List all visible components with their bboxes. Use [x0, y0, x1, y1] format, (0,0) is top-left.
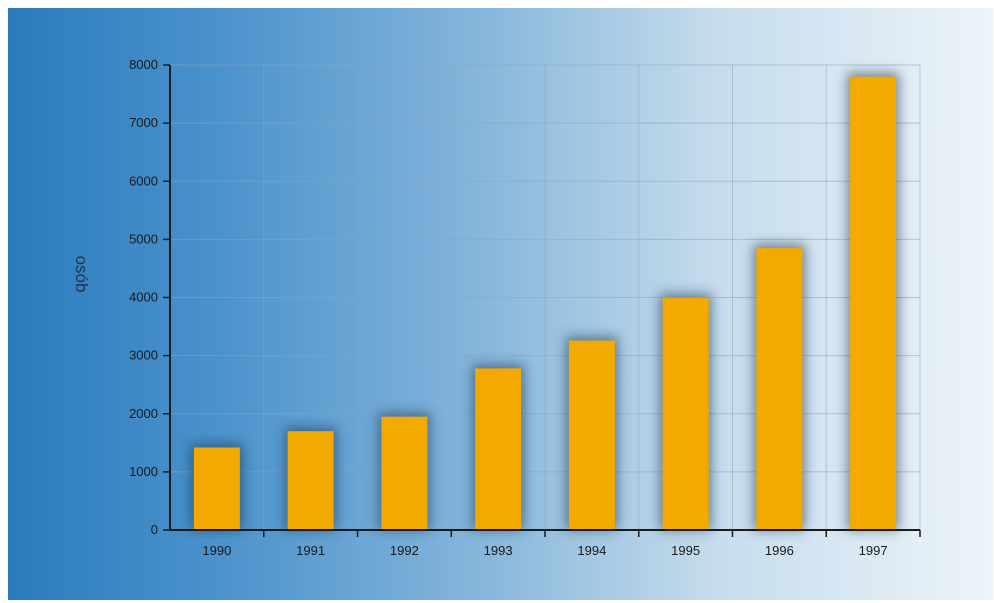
y-tick-label: 3000	[129, 348, 158, 363]
tick-labels: 0 1000 2000 3000 4000 5000 6000 7000 8000 1990 199…	[129, 57, 888, 558]
x-tick-label: 1993	[484, 543, 513, 558]
x-tick-label: 1996	[765, 543, 794, 558]
gridlines	[170, 64, 921, 530]
x-tick-label: 1997	[859, 543, 888, 558]
axes	[163, 64, 921, 537]
y-tick-label: 0	[151, 522, 158, 537]
x-tick-label: 1994	[577, 543, 606, 558]
x-tick-label: 1992	[390, 543, 419, 558]
y-tick-label: 6000	[129, 173, 158, 188]
bar-1990	[193, 447, 240, 530]
y-tick-label: 2000	[129, 406, 158, 421]
x-tick-label: 1995	[671, 543, 700, 558]
x-tick-label: 1990	[202, 543, 231, 558]
y-axis-title: osób	[72, 256, 91, 293]
bar-1993	[475, 368, 522, 530]
y-tick-label: 4000	[129, 290, 158, 305]
bar-1996	[756, 248, 803, 530]
y-tick-label: 5000	[129, 231, 158, 246]
bar-1994	[568, 340, 615, 530]
y-tick-label: 1000	[129, 464, 158, 479]
x-tick-label: 1991	[296, 543, 325, 558]
y-tick-label: 8000	[129, 57, 158, 72]
bar-1992	[381, 416, 428, 530]
bar-1997	[850, 76, 897, 530]
bars	[190, 72, 900, 530]
bar-1995	[662, 297, 709, 530]
y-tick-label: 7000	[129, 115, 158, 130]
bar-1991	[287, 431, 334, 530]
